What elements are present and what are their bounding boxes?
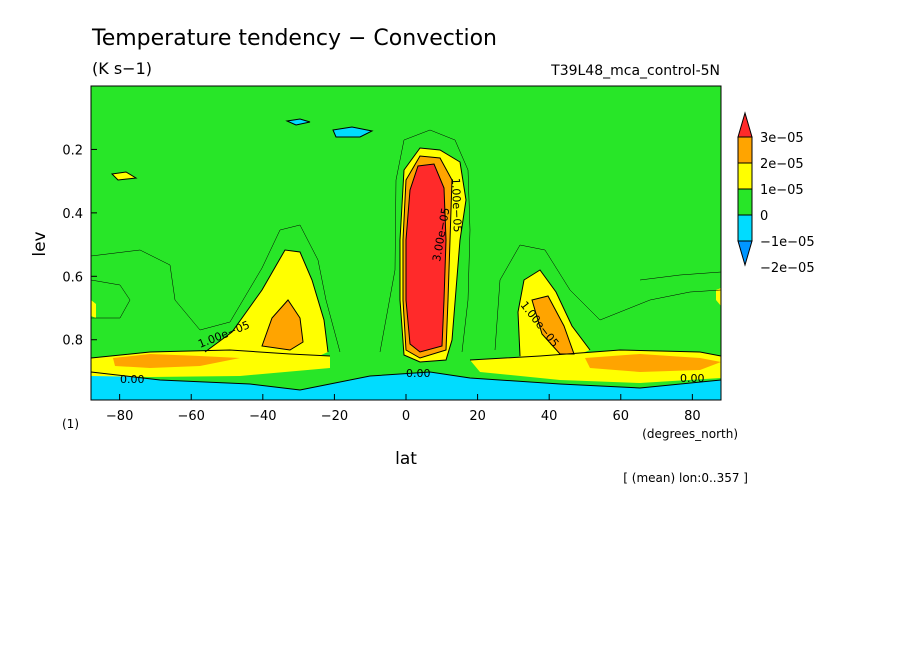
orange-sfc-south: [113, 354, 240, 368]
y-tick-label: 0.8: [62, 334, 83, 349]
contour-label-5: 0.00: [120, 373, 145, 386]
contour-label-7: 0.00: [680, 372, 705, 385]
x-tick-label: 40: [541, 409, 558, 424]
x-tick-label: 60: [612, 409, 629, 424]
cooling-band-south: [91, 372, 721, 400]
colorbar-label: −2e−05: [760, 261, 815, 276]
x-tick-label: 0: [402, 409, 410, 424]
chart-units: (K s−1): [92, 59, 152, 78]
footnote: [ (mean) lon:0..357 ]: [623, 471, 748, 485]
edge-blob-nh: [716, 288, 721, 306]
x-axis-label: lat: [395, 449, 417, 469]
x-tick-label: 20: [469, 409, 486, 424]
chart-title: Temperature tendency − Convection: [91, 26, 497, 51]
orange-core-south: [262, 300, 303, 350]
colorbar-label: 0: [760, 209, 768, 224]
y-axis-label: lev: [30, 231, 50, 256]
x-tick-label: −80: [106, 409, 133, 424]
contour-lines: [91, 118, 721, 391]
colorbar-swatch: [737, 162, 753, 190]
x-tick-label: −40: [249, 409, 276, 424]
contour-field: 1.00e−05 1.00e−05 1.00e−05 3.00e−05 0.00…: [91, 86, 721, 400]
colorbar-swatch: [737, 136, 753, 164]
thin-contour-lines: [91, 129, 721, 353]
colorbar-extend-min: [737, 240, 753, 267]
small-blob-sh: [112, 172, 136, 180]
tropical-red: [406, 164, 446, 352]
run-label: T39L48_mca_control-5N: [550, 63, 720, 79]
colorbar: 3e−05 2e−05 1e−05 0 −1e−05 −2e−05: [737, 111, 815, 276]
colorbar-extend-max: [737, 111, 753, 138]
colorbar-label: 3e−05: [760, 131, 804, 146]
contour-label-3: 1.00e−05: [449, 178, 464, 233]
x-axis-unit: (degrees_north): [642, 427, 738, 441]
orange-core-north: [532, 296, 574, 354]
contour-label-6: 0.00: [406, 367, 431, 380]
colorbar-label: −1e−05: [760, 235, 815, 250]
colorbar-label: 2e−05: [760, 157, 804, 172]
colorbar-swatch: [737, 214, 753, 242]
y-tick-label: 0.6: [62, 270, 83, 285]
x-tick-label: −20: [321, 409, 348, 424]
orange-sfc-north: [585, 354, 721, 372]
x-axis: −80 −60 −40 −20 0 20 40 60 80: [106, 394, 701, 424]
y-axis-unit: (1): [62, 417, 79, 431]
colorbar-swatch: [737, 188, 753, 216]
edge-blob-sh: [91, 300, 96, 318]
y-axis: 0.2 0.4 0.6 0.8: [62, 143, 97, 349]
colorbar-label: 1e−05: [760, 183, 804, 198]
y-tick-label: 0.2: [62, 143, 83, 158]
x-tick-label: 80: [684, 409, 701, 424]
x-tick-label: −60: [178, 409, 205, 424]
y-tick-label: 0.4: [62, 207, 83, 222]
